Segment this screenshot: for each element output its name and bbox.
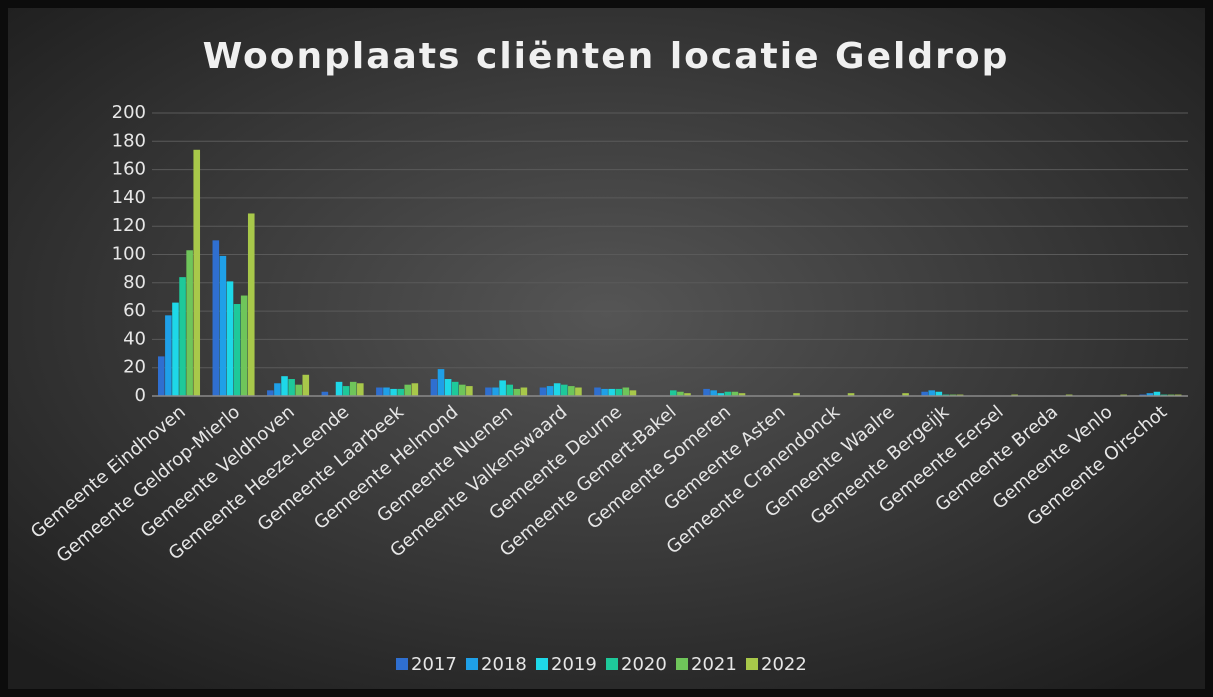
- background: [8, 8, 1205, 689]
- y-tick-label: 200: [112, 102, 146, 123]
- bar: [281, 376, 288, 396]
- bar: [165, 315, 172, 396]
- bar: [342, 386, 350, 396]
- bar: [321, 391, 329, 396]
- bar: [267, 390, 274, 396]
- y-tick-label: 160: [112, 159, 146, 180]
- bar: [219, 255, 227, 396]
- bar: [430, 379, 438, 396]
- bar: [738, 393, 746, 396]
- bar: [684, 393, 691, 396]
- bar: [349, 381, 357, 396]
- bar: [575, 387, 582, 396]
- bar: [520, 387, 528, 396]
- bar: [302, 374, 310, 396]
- bar: [444, 379, 452, 396]
- bar: [179, 277, 186, 396]
- bar: [397, 388, 404, 396]
- bar: [594, 387, 601, 396]
- bar: [560, 384, 568, 396]
- bar: [1153, 391, 1161, 396]
- bar: [157, 356, 165, 396]
- legend-label: 2021: [691, 654, 737, 675]
- bar: [670, 390, 677, 396]
- bar: [513, 388, 521, 396]
- legend-swatch: [606, 658, 618, 670]
- bar: [274, 383, 281, 396]
- bar: [186, 250, 193, 396]
- y-tick-label: 60: [123, 300, 146, 321]
- bar: [622, 387, 630, 396]
- bar: [601, 388, 608, 396]
- bar: [902, 393, 909, 396]
- bar: [335, 381, 343, 396]
- legend-swatch: [466, 658, 478, 670]
- bar: [404, 384, 412, 396]
- legend-swatch: [676, 658, 688, 670]
- bar: [615, 388, 623, 396]
- bar: [608, 388, 615, 396]
- bar: [226, 281, 234, 396]
- y-tick-label: 180: [112, 130, 146, 151]
- bar: [376, 387, 383, 396]
- y-tick-label: 0: [135, 385, 146, 406]
- bar: [731, 391, 739, 396]
- bar: [193, 149, 201, 396]
- y-tick-label: 20: [123, 357, 146, 378]
- bar: [717, 393, 725, 396]
- bar: [506, 384, 514, 396]
- bar: [437, 369, 445, 396]
- chart-title: Woonplaats cliënten locatie Geldrop: [203, 36, 1010, 77]
- bar: [935, 391, 943, 396]
- bar: [546, 386, 554, 396]
- bar: [921, 391, 928, 396]
- bar: [240, 295, 248, 396]
- y-tick-label: 120: [112, 215, 146, 236]
- legend-label: 2020: [621, 654, 667, 675]
- legend-label: 2022: [761, 654, 807, 675]
- bar: [553, 383, 561, 396]
- bar: [466, 386, 473, 396]
- y-tick-label: 40: [123, 328, 146, 349]
- bar: [703, 388, 710, 396]
- y-tick-label: 80: [123, 272, 146, 293]
- bar: [233, 304, 241, 396]
- bar: [247, 213, 255, 396]
- bar: [383, 387, 390, 396]
- bar: [295, 384, 302, 396]
- legend-label: 2018: [481, 654, 527, 675]
- bar: [928, 390, 936, 396]
- bar: [485, 387, 492, 396]
- bar: [458, 384, 466, 396]
- bar: [390, 388, 397, 396]
- bar: [288, 379, 295, 396]
- bar: [793, 393, 800, 396]
- bar: [1146, 393, 1154, 396]
- bar: [568, 386, 575, 396]
- legend-label: 2019: [551, 654, 597, 675]
- bar: [492, 387, 499, 396]
- bar: [724, 391, 732, 396]
- legend-swatch: [536, 658, 548, 670]
- legend-swatch: [396, 658, 408, 670]
- bar: [539, 387, 547, 396]
- bar: [710, 390, 717, 396]
- y-tick-label: 100: [112, 244, 146, 265]
- bar: [212, 240, 220, 396]
- bar: [629, 390, 637, 396]
- bar: [499, 380, 506, 396]
- bar: [451, 381, 459, 396]
- legend-label: 2017: [411, 654, 457, 675]
- bar: [357, 383, 364, 396]
- bar: [677, 391, 684, 396]
- bar: [847, 393, 855, 396]
- bar: [411, 383, 419, 396]
- bar: [172, 302, 179, 396]
- legend-swatch: [746, 658, 758, 670]
- y-tick-label: 140: [112, 187, 146, 208]
